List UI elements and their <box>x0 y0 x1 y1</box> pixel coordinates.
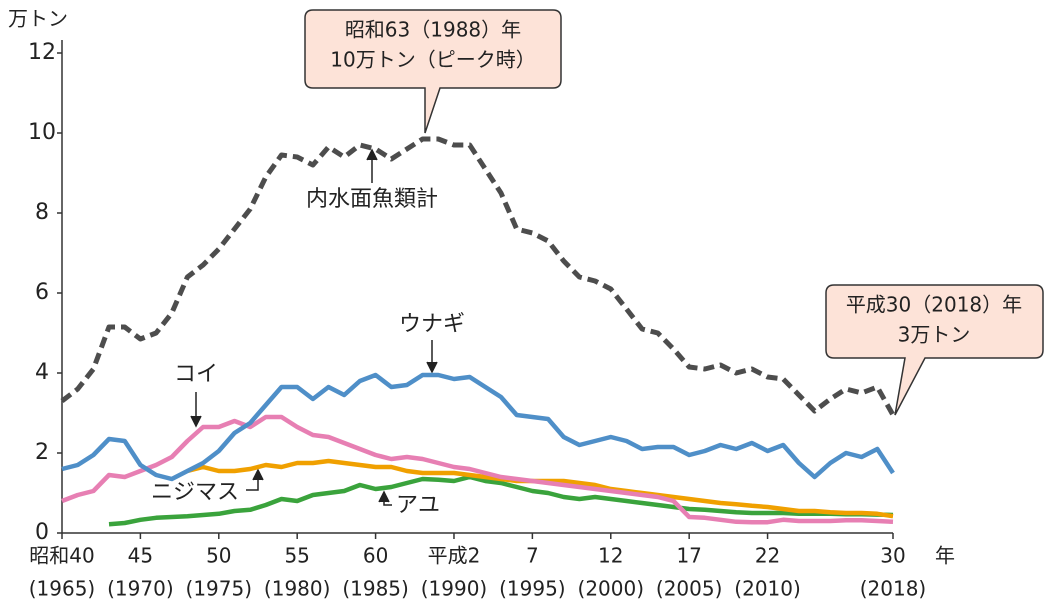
x-tick-sublabel: (2000) <box>578 577 645 601</box>
series-line <box>186 458 894 519</box>
x-tick-sublabel: (1970) <box>107 577 174 601</box>
series-label: コイ <box>174 362 218 387</box>
y-tick-label: 8 <box>35 200 49 225</box>
x-tick-sublabel: (1985) <box>342 577 409 601</box>
y-tick-label: 0 <box>35 520 49 545</box>
x-tick-sublabel: (1980) <box>264 577 331 601</box>
x-tick-label: 12 <box>598 544 623 568</box>
x-tick-label: 昭和40 <box>29 544 94 568</box>
callout-text: 平成30（2018）年 <box>846 293 1022 317</box>
y-axis-label: 万トン <box>8 7 68 31</box>
series-line <box>61 414 894 525</box>
series-label: アユ <box>396 493 440 518</box>
x-tick-sublabel: (1965) <box>29 577 96 601</box>
x-tick-label: 22 <box>755 544 780 568</box>
y-tick-label: 2 <box>35 440 49 465</box>
x-tick-label: 45 <box>128 544 153 568</box>
label-arrows <box>190 148 438 506</box>
y-tick-label: 6 <box>35 280 49 305</box>
series-line <box>108 474 894 527</box>
x-axis-label: 年 <box>935 544 955 568</box>
x-tick-sublabel: (2010) <box>734 577 801 601</box>
x-tick-label: 50 <box>206 544 231 568</box>
x-tick-label: 平成2 <box>428 544 481 568</box>
y-tick-label: 12 <box>28 40 56 65</box>
x-tick-sublabel: (2005) <box>656 577 723 601</box>
series-line <box>61 372 895 482</box>
callout-text: 3万トン <box>898 323 971 347</box>
x-tick-label: 55 <box>284 544 309 568</box>
series-label: 内水面魚類計 <box>306 187 438 212</box>
series-label: ウナギ <box>399 312 465 337</box>
x-tick-sublabel: (1990) <box>421 577 488 601</box>
series-label: ニジマス <box>151 480 239 505</box>
callout-text: 10万トン（ピーク時） <box>330 48 535 72</box>
callout-text: 昭和63（1988）年 <box>345 18 521 42</box>
x-tick-label: 30 <box>880 544 905 568</box>
y-tick-label: 10 <box>28 120 56 145</box>
x-tick-sublabel: (2018) <box>860 577 927 601</box>
x-tick-sublabel: (1975) <box>186 577 253 601</box>
y-tick-label: 4 <box>35 360 49 385</box>
callout-box <box>304 9 562 134</box>
x-tick-label: 17 <box>676 544 701 568</box>
x-tick-label: 7 <box>526 544 539 568</box>
series-line <box>60 136 896 417</box>
callout-box <box>825 284 1044 416</box>
x-tick-sublabel: (1995) <box>499 577 566 601</box>
x-tick-label: 60 <box>363 544 388 568</box>
